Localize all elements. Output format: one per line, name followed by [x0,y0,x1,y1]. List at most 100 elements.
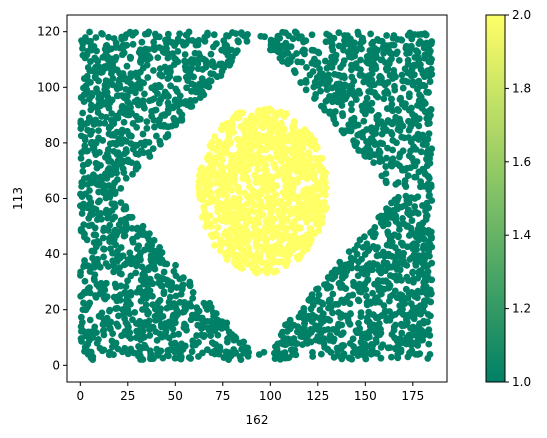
outer-point-2316 [380,41,388,49]
outer-point-1454 [380,277,388,285]
inner-point-871 [256,211,264,219]
outer-point-2502 [217,72,225,80]
inner-point-732 [303,175,311,182]
outer-point-1435 [376,148,384,156]
outer-point-1969 [407,147,415,155]
outer-point-2165 [326,108,334,116]
outer-point-2423 [122,174,130,182]
outer-point-1499 [387,41,395,49]
outer-point-2353 [399,77,407,85]
outer-point-1550 [425,174,433,182]
outer-point-2221 [105,130,113,138]
inner-point-896 [291,151,299,159]
outer-point-2213 [297,309,305,317]
outer-point-1675 [152,33,160,41]
x-tick-label-7: 175 [401,389,424,403]
y-axis-label: 113 [11,187,25,210]
outer-point-2029 [101,81,109,89]
outer-point-2498 [341,272,349,280]
outer-point-2133 [395,232,402,240]
outer-point-2481 [196,53,204,61]
outer-point-1014 [424,355,432,362]
outer-point-2229 [84,77,92,85]
outer-point-2515 [214,323,221,331]
outer-point-2446 [137,332,145,339]
outer-point-1598 [415,40,423,48]
y-tick-label-0: 0 [52,358,60,372]
inner-point-989 [211,154,219,162]
outer-point-2524 [163,39,170,47]
inner-point-926 [255,131,263,139]
outer-point-1975 [329,290,337,298]
outer-point-1058 [123,62,131,70]
inner-point-980 [219,144,227,152]
inner-point-725 [246,161,254,168]
outer-point-2061 [109,65,117,73]
outer-point-2089 [133,71,141,79]
outer-point-2451 [176,30,184,38]
outer-point-2538 [125,213,133,221]
outer-point-2251 [244,31,251,38]
outer-point-1177 [354,241,361,249]
inner-point-106 [284,163,292,171]
outer-point-2458 [222,48,229,56]
inner-point-973 [201,169,208,177]
outer-point-2186 [403,50,411,58]
inner-point-917 [301,159,309,167]
outer-point-2500 [408,288,416,296]
outer-point-2084 [368,341,375,348]
outer-point-1686 [392,218,400,226]
outer-point-1938 [126,249,134,257]
outer-point-1916 [414,101,421,109]
outer-point-2510 [141,280,148,288]
outer-point-1219 [160,121,168,129]
outer-point-1922 [384,228,392,236]
outer-point-1964 [163,45,170,52]
outer-point-2525 [363,53,371,60]
outer-point-2588 [143,118,151,126]
outer-point-1861 [155,44,163,51]
outer-point-2023 [122,226,130,234]
outer-point-1757 [133,232,141,240]
outer-point-2539 [79,204,87,212]
outer-point-1671 [375,313,382,321]
outer-point-2344 [366,260,374,268]
outer-point-2059 [110,236,118,243]
outer-point-2116 [345,292,353,300]
outer-point-2305 [145,236,153,244]
outer-point-1566 [325,298,333,306]
outer-point-1918 [117,199,125,207]
outer-point-1942 [371,141,379,149]
outer-point-1592 [286,316,294,324]
outer-point-1820 [278,350,286,357]
outer-point-2003 [338,296,346,304]
outer-point-2277 [101,295,109,303]
outer-point-1919 [208,61,216,69]
outer-point-1635 [401,177,409,184]
inner-point-691 [256,243,264,251]
inner-point-456 [316,154,324,162]
y-tick-label-5: 100 [37,80,60,94]
outer-point-2313 [337,345,345,352]
outer-point-2297 [366,328,373,336]
inner-point-939 [309,172,317,180]
outer-point-891 [87,131,94,138]
outer-point-2026 [77,271,84,279]
outer-point-2587 [114,157,122,165]
outer-point-1350 [426,78,434,85]
outer-point-2547 [383,105,391,112]
outer-point-1492 [115,135,123,143]
outer-point-268 [102,260,110,267]
outer-point-44 [138,38,146,46]
outer-point-2058 [348,82,356,89]
inner-point-940 [216,247,224,254]
outer-point-1170 [355,258,362,266]
outer-point-1953 [78,337,85,345]
outer-point-1642 [329,309,336,317]
outer-point-2586 [102,100,109,108]
outer-point-1385 [395,226,403,233]
outer-point-2215 [112,339,120,347]
outer-point-2450 [402,44,410,52]
inner-point-836 [300,170,308,177]
outer-point-2508 [100,181,108,189]
